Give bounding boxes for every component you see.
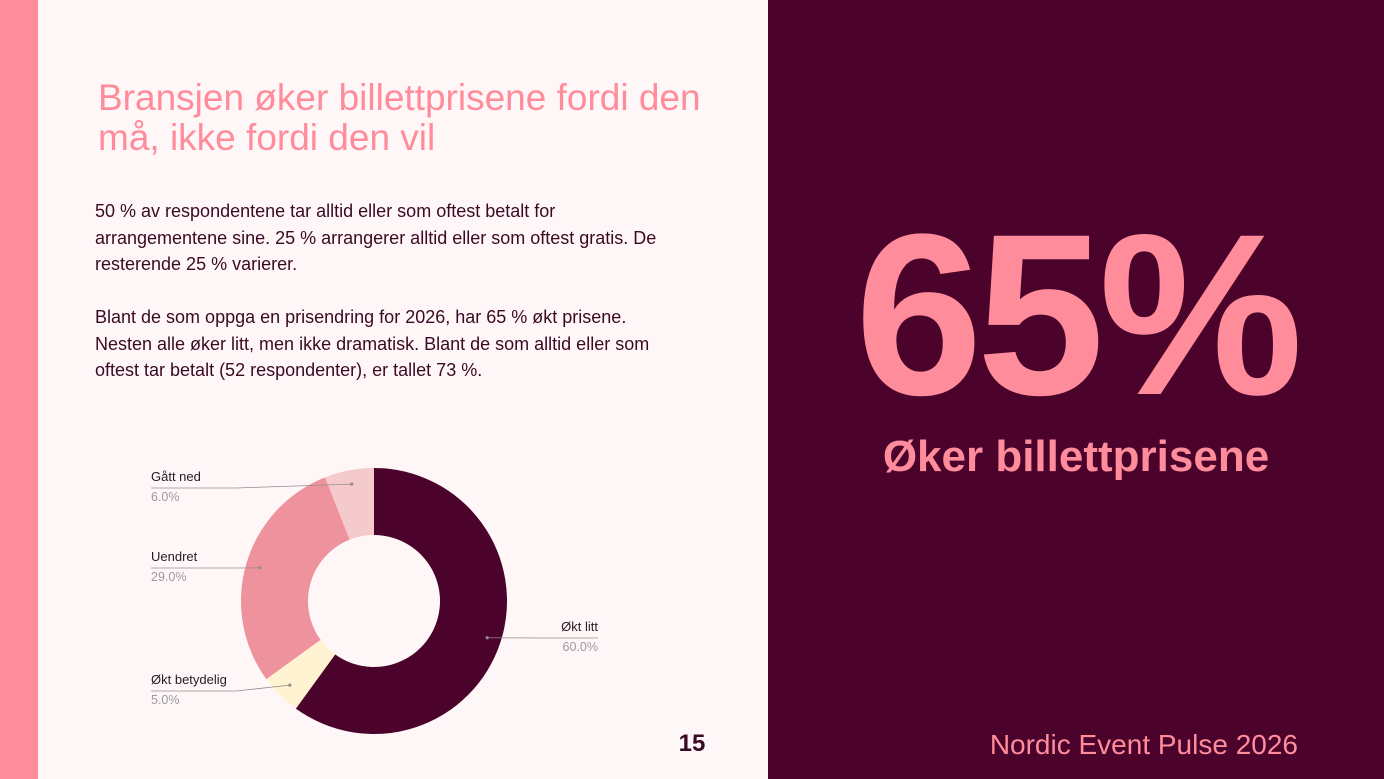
body-paragraph-1: 50 % av respondentene tar alltid eller s…: [95, 201, 657, 274]
donut-slice-3: [325, 468, 374, 540]
slice-label-2: Uendret: [151, 549, 198, 564]
footer-brand: Nordic Event Pulse 2026: [989, 729, 1298, 760]
slice-value-0: 60.0%: [563, 640, 598, 654]
leader-line-3: [151, 483, 352, 489]
body-paragraph-2: Blant de som oppga en prisendring for 20…: [95, 307, 650, 380]
right-panel: [768, 0, 1384, 779]
leader-dot-3: [350, 482, 354, 486]
slice-label-1: Økt betydelig: [151, 672, 227, 687]
slice-label-3: Gått ned: [151, 469, 201, 484]
leader-dot-2: [258, 566, 262, 570]
highlight-label: Øker billettprisene: [882, 432, 1270, 481]
slice-label-0: Økt litt: [561, 619, 598, 634]
donut-slice-0: [295, 468, 508, 734]
slice-value-2: 29.0%: [151, 570, 186, 584]
donut-slice-2: [241, 477, 350, 680]
donut-chart: Økt litt 60.0% Økt betydelig 5.0% Uendret 29.…: [151, 468, 598, 734]
page-number: 15: [678, 730, 706, 757]
left-accent-stripe: [0, 0, 38, 779]
slice-value-1: 5.0%: [151, 693, 180, 707]
leader-dot-1: [288, 683, 292, 687]
highlight-value: 65%: [854, 186, 1303, 443]
left-panel: [38, 0, 768, 779]
slice-value-3: 6.0%: [151, 490, 180, 504]
leader-line-1: [151, 684, 290, 692]
leader-dot-0: [485, 636, 489, 640]
donut-slice-1: [266, 639, 336, 709]
slide-title: Bransjen øker billettprisene fordi den m…: [98, 77, 701, 158]
